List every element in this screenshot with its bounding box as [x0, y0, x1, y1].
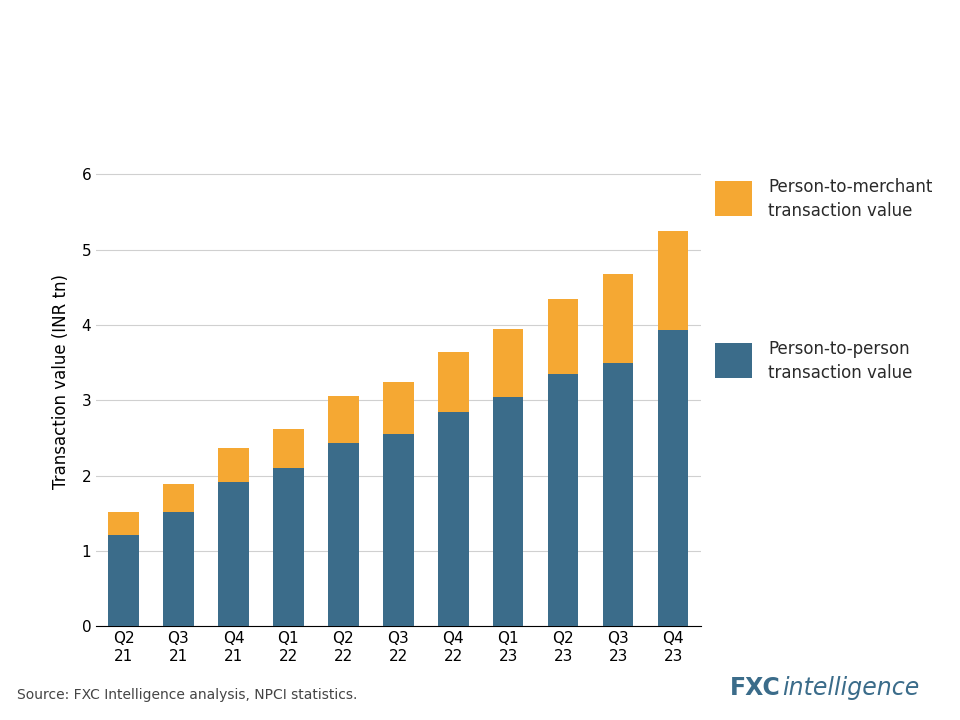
Bar — [603, 363, 634, 626]
Bar — [603, 274, 634, 363]
Bar — [548, 374, 579, 626]
Text: Person-to-merchant
transaction value: Person-to-merchant transaction value — [768, 178, 932, 220]
Bar — [439, 413, 468, 626]
Bar — [108, 512, 138, 534]
Text: P2P payments still drive the bulk of UPI values: P2P payments still drive the bulk of UPI… — [17, 24, 788, 52]
Y-axis label: Transaction value (INR tn): Transaction value (INR tn) — [52, 274, 70, 489]
Bar — [274, 468, 303, 626]
Bar — [163, 512, 194, 626]
Bar — [659, 330, 688, 626]
Text: FXC: FXC — [730, 676, 780, 700]
Text: Person-to-person
transaction value: Person-to-person transaction value — [768, 340, 912, 382]
Bar — [493, 397, 523, 626]
Bar — [439, 352, 468, 413]
Text: intelligence: intelligence — [782, 676, 920, 700]
Bar — [383, 382, 414, 434]
Bar — [274, 429, 303, 468]
Bar — [548, 299, 579, 374]
Bar — [108, 534, 138, 626]
Text: Source: FXC Intelligence analysis, NPCI statistics.: Source: FXC Intelligence analysis, NPCI … — [17, 688, 358, 702]
Bar — [328, 443, 358, 626]
Bar — [659, 231, 688, 330]
Bar — [218, 482, 249, 626]
Bar — [163, 484, 194, 512]
Bar — [383, 434, 414, 626]
Bar — [493, 329, 523, 397]
Bar — [328, 396, 358, 443]
Text: UPI quarterly transaction values split by transaction type, 2021-2023: UPI quarterly transaction values split b… — [17, 84, 642, 102]
Bar — [218, 448, 249, 482]
